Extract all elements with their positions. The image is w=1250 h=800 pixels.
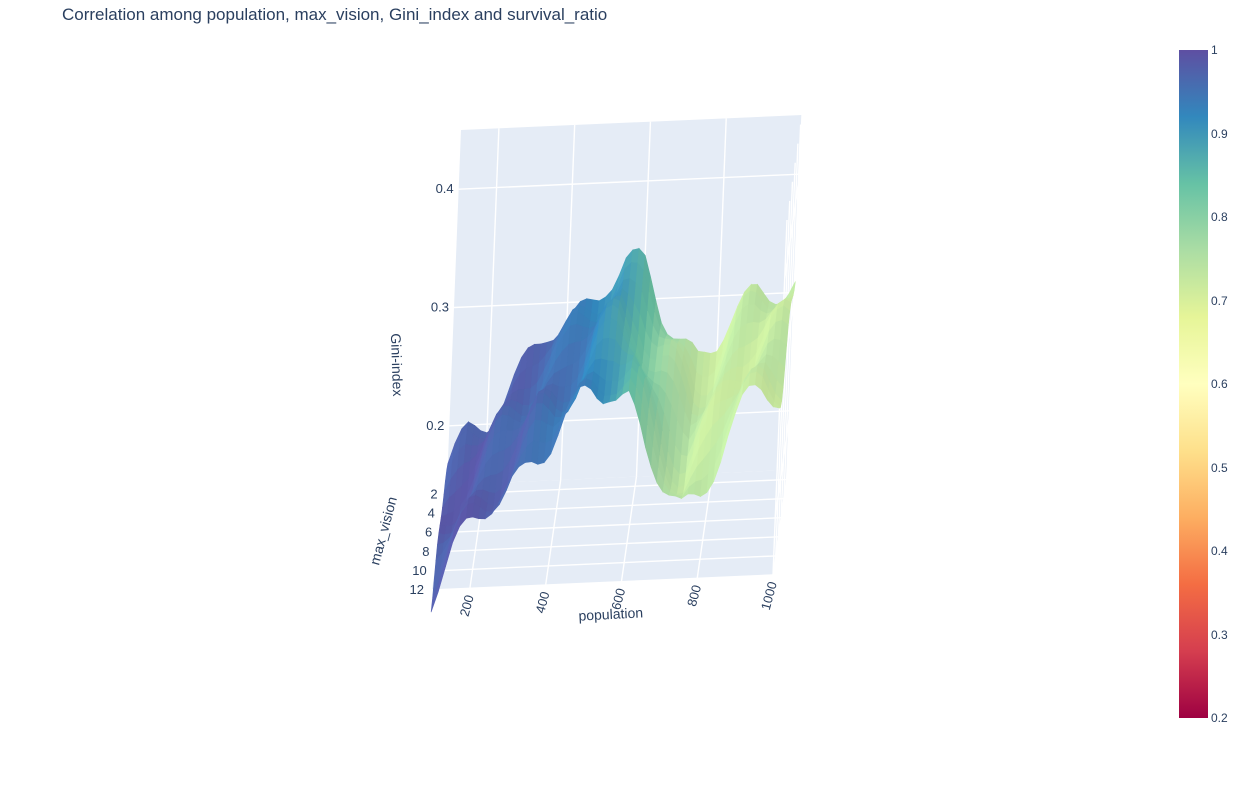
x-tick-label: 600 bbox=[608, 587, 628, 612]
y-tick-label: 8 bbox=[422, 544, 429, 559]
x-axis-title: population bbox=[578, 604, 643, 623]
y-tick-label: 10 bbox=[412, 563, 426, 578]
x-tick-label: 200 bbox=[457, 593, 477, 618]
z-tick-label: 0.3 bbox=[431, 300, 449, 315]
colorbar-tick-label: 0.6 bbox=[1211, 377, 1228, 391]
colorbar-tick-label: 0.7 bbox=[1211, 293, 1228, 308]
colorbar-tick-label: 0.9 bbox=[1211, 126, 1228, 141]
floor-wall bbox=[432, 470, 788, 590]
colorbar: 0.2 0.3 0.4 0.5 0.6 0.7 0.8 0.9 1 bbox=[1176, 43, 1246, 725]
colorbar-tick-label: 0.5 bbox=[1211, 460, 1228, 475]
surface-mesh bbox=[430, 247, 796, 613]
z-gridline-side bbox=[783, 174, 801, 280]
y-gridline-floor bbox=[437, 536, 779, 553]
x-tick-label: 1000 bbox=[758, 580, 780, 612]
x-tick-label: 400 bbox=[532, 590, 552, 615]
z-axis-title: Gini-index bbox=[388, 333, 406, 397]
y-tick-label: 4 bbox=[428, 506, 435, 521]
y-gridline-floor bbox=[434, 555, 776, 572]
colorbar-tick-label: 0.4 bbox=[1211, 544, 1228, 558]
z-gridline-side bbox=[774, 410, 792, 516]
colorbar-tick-label: 0.8 bbox=[1211, 210, 1228, 224]
y-tick-label: 12 bbox=[410, 582, 424, 597]
y-gridline-floor bbox=[442, 497, 784, 515]
y-gridline-floor bbox=[440, 517, 782, 534]
x-tick-label: 800 bbox=[684, 583, 704, 608]
x-gridline-floor bbox=[620, 476, 638, 582]
z-tick-label: 0.4 bbox=[436, 181, 454, 196]
surface-plot-3d[interactable]: 200 400 600 800 1000 2 4 6 8 10 12 0.2 0.3 0.4 popula… bbox=[0, 0, 1150, 800]
y-tick-label: 2 bbox=[430, 487, 437, 502]
y-tick-label: 6 bbox=[425, 525, 432, 540]
y-gridline-floor bbox=[431, 574, 774, 591]
x-gridline-floor bbox=[544, 479, 562, 586]
colorbar-tick-label: 1 bbox=[1211, 43, 1218, 57]
z-tick-label: 0.2 bbox=[426, 418, 444, 433]
x-gridline-floor bbox=[696, 473, 713, 579]
x-gridline-floor bbox=[772, 469, 789, 576]
chart-title: Correlation among population, max_vision… bbox=[62, 5, 608, 24]
tick-labels: 200 400 600 800 1000 2 4 6 8 10 12 0.2 0.3 0.4 bbox=[410, 181, 780, 618]
y-axis-title: max_vision bbox=[366, 495, 400, 567]
z-gridline-back bbox=[458, 173, 800, 190]
colorbar-tick-label: 0.3 bbox=[1211, 627, 1228, 642]
colorbar-tick-label: 0.2 bbox=[1211, 711, 1228, 725]
colorbar-gradient bbox=[1179, 50, 1208, 718]
surface-patch bbox=[772, 401, 781, 409]
